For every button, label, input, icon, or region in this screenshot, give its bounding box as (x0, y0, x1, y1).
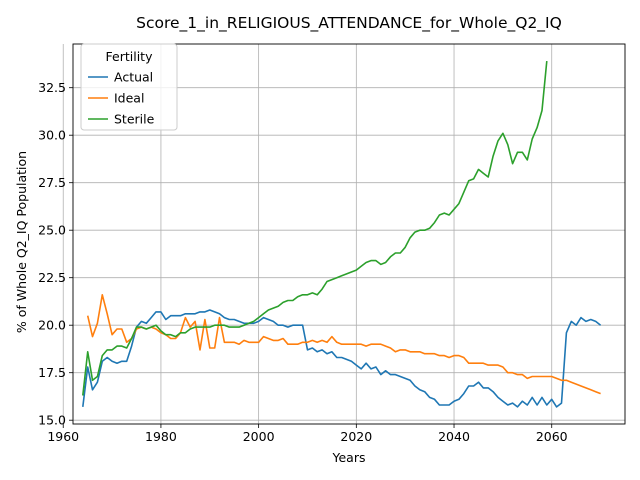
legend-box (80, 43, 178, 131)
gridlines (62, 44, 625, 424)
series-line-actual (82, 309, 602, 408)
legend: Fertility Actual Ideal Sterile (80, 43, 178, 131)
y-tick-label: 27.5 (38, 175, 66, 190)
series-line-ideal (86, 293, 601, 395)
legend-label-ideal: Ideal (114, 91, 144, 106)
y-tick-label: 32.5 (38, 80, 66, 95)
legend-entries: Actual Ideal Sterile (88, 70, 155, 127)
axis-ticks: 1960 1980 2000 2020 2040 2060 15.0 17.5 20.0 22.5… (38, 80, 568, 444)
x-tick-label: 2060 (536, 429, 568, 444)
series-line-sterile (82, 61, 548, 396)
x-axis-label: Years (332, 450, 366, 465)
y-tick-label: 25.0 (38, 223, 66, 238)
y-axis-label: % of Whole Q2_IQ Population (14, 151, 29, 333)
y-tick-label: 17.5 (38, 365, 66, 380)
legend-label-sterile: Sterile (114, 112, 155, 127)
y-tick-label: 15.0 (38, 413, 66, 428)
legend-label-actual: Actual (114, 70, 153, 85)
y-tick-label: 20.0 (38, 318, 66, 333)
legend-title: Fertility (106, 49, 154, 64)
x-tick-label: 1980 (145, 429, 177, 444)
series-lines (82, 61, 602, 408)
chart-title: Score_1_in_RELIGIOUS_ATTENDANCE_for_Whol… (136, 14, 562, 33)
y-tick-label: 22.5 (38, 270, 66, 285)
x-tick-label: 2000 (243, 429, 275, 444)
x-tick-label: 2020 (340, 429, 372, 444)
plot-frame (72, 43, 626, 425)
y-tick-label: 30.0 (38, 128, 66, 143)
x-tick-label: 2040 (438, 429, 470, 444)
x-tick-label: 1960 (47, 429, 79, 444)
